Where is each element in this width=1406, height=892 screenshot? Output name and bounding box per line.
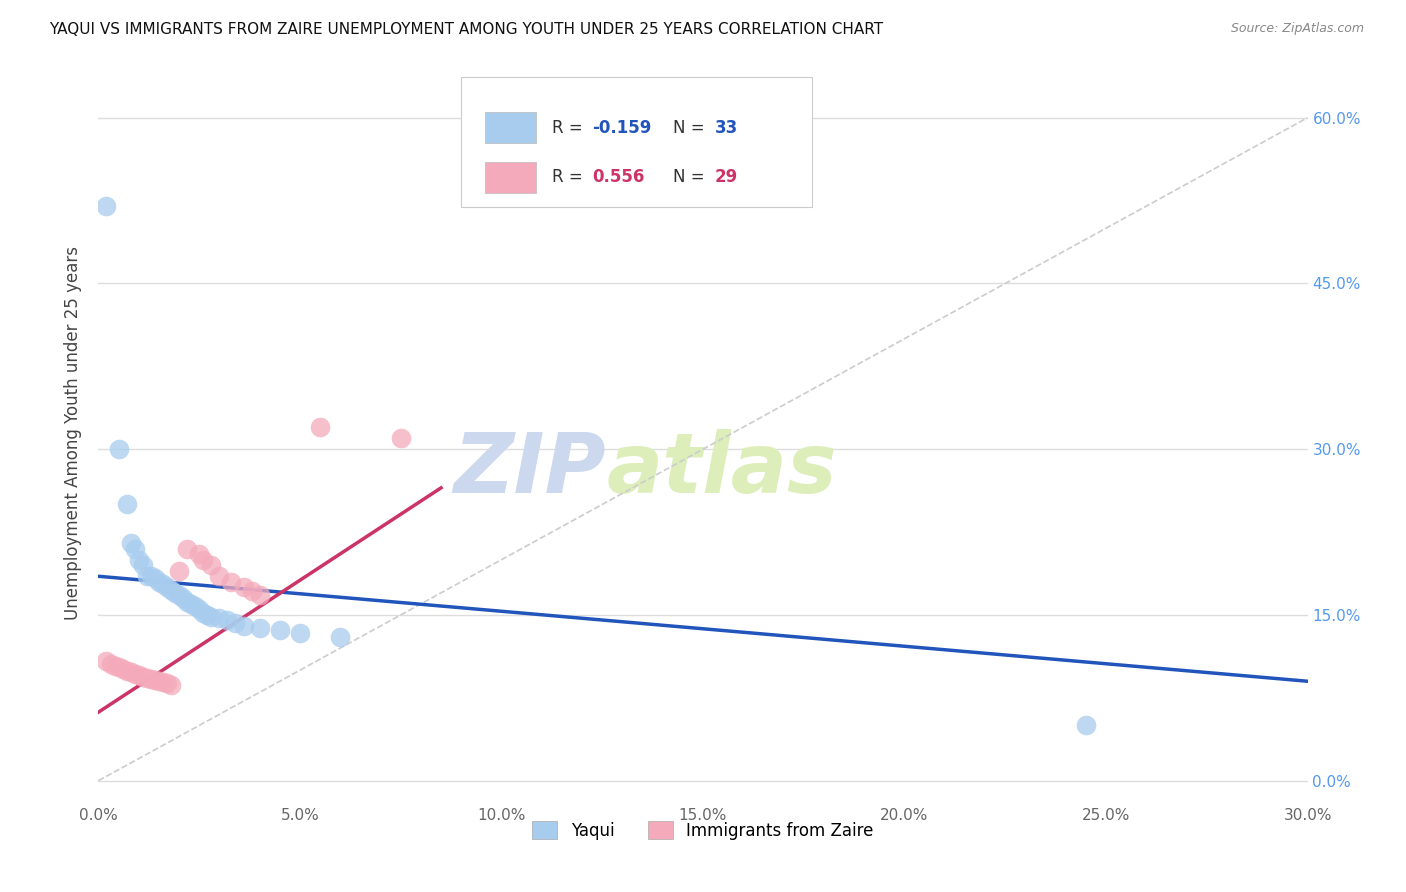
Text: N =: N = — [672, 169, 710, 186]
Point — [143, 673, 166, 687]
Point — [217, 614, 239, 628]
Point — [103, 658, 125, 673]
Point — [188, 602, 211, 616]
Point — [156, 676, 179, 690]
Point — [232, 619, 254, 633]
Point — [200, 558, 222, 573]
Text: 0.556: 0.556 — [592, 169, 644, 186]
Point — [152, 675, 174, 690]
Point — [188, 547, 211, 561]
FancyBboxPatch shape — [485, 112, 536, 143]
Text: 33: 33 — [716, 119, 738, 136]
FancyBboxPatch shape — [461, 78, 811, 207]
Text: ZIP: ZIP — [454, 429, 606, 510]
Point — [107, 442, 129, 457]
Point — [167, 564, 190, 578]
Point — [389, 431, 412, 445]
Text: -0.159: -0.159 — [592, 119, 651, 136]
Point — [160, 582, 183, 597]
Legend: Yaqui, Immigrants from Zaire: Yaqui, Immigrants from Zaire — [526, 814, 880, 847]
Point — [115, 665, 138, 679]
Point — [232, 580, 254, 594]
Point — [128, 552, 150, 566]
Point — [176, 541, 198, 556]
Text: 29: 29 — [716, 169, 738, 186]
Point — [329, 630, 352, 644]
Text: N =: N = — [672, 119, 710, 136]
Point — [139, 672, 162, 686]
Point — [249, 588, 271, 602]
Point — [167, 588, 190, 602]
Point — [132, 670, 155, 684]
Text: YAQUI VS IMMIGRANTS FROM ZAIRE UNEMPLOYMENT AMONG YOUTH UNDER 25 YEARS CORRELATI: YAQUI VS IMMIGRANTS FROM ZAIRE UNEMPLOYM… — [49, 22, 883, 37]
Point — [309, 420, 332, 434]
Point — [180, 597, 202, 611]
Text: atlas: atlas — [606, 429, 837, 510]
Point — [176, 595, 198, 609]
Point — [132, 558, 155, 573]
Point — [1074, 718, 1097, 732]
Point — [288, 625, 311, 640]
Point — [96, 654, 118, 668]
Point — [221, 574, 243, 589]
Point — [160, 677, 183, 691]
Point — [143, 572, 166, 586]
Point — [172, 591, 194, 606]
Point — [124, 666, 146, 681]
Point — [115, 498, 138, 512]
Point — [148, 674, 170, 689]
Point — [156, 580, 179, 594]
Point — [139, 569, 162, 583]
Point — [128, 667, 150, 681]
Y-axis label: Unemployment Among Youth under 25 years: Unemployment Among Youth under 25 years — [65, 245, 83, 620]
FancyBboxPatch shape — [485, 161, 536, 193]
Point — [163, 586, 186, 600]
Text: R =: R = — [551, 169, 588, 186]
Point — [135, 569, 157, 583]
Point — [111, 662, 134, 676]
Text: Source: ZipAtlas.com: Source: ZipAtlas.com — [1230, 22, 1364, 36]
Point — [224, 615, 246, 630]
Point — [193, 606, 215, 620]
Point — [96, 199, 118, 213]
Point — [193, 552, 215, 566]
Point — [249, 621, 271, 635]
Point — [269, 624, 291, 638]
Point — [120, 536, 142, 550]
Point — [100, 657, 122, 671]
Point — [152, 577, 174, 591]
Point — [195, 607, 218, 622]
Point — [184, 599, 207, 613]
Point — [120, 665, 142, 680]
Text: R =: R = — [551, 119, 588, 136]
Point — [135, 671, 157, 685]
Point — [124, 541, 146, 556]
Point — [200, 610, 222, 624]
Point — [240, 583, 263, 598]
Point — [208, 611, 231, 625]
Point — [107, 660, 129, 674]
Point — [148, 574, 170, 589]
Point — [208, 569, 231, 583]
